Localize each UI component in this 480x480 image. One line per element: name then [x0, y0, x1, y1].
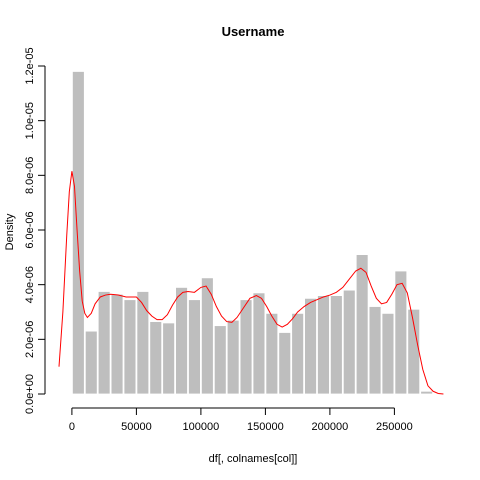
x-tick-label: 50000	[121, 421, 152, 433]
density-curve-layer	[58, 171, 444, 395]
histogram-bar	[381, 312, 395, 395]
histogram-bar	[200, 277, 214, 395]
histogram-bar	[394, 270, 408, 395]
histogram-bar	[97, 291, 111, 395]
histogram-bar	[162, 322, 175, 395]
histogram-bar	[84, 330, 98, 395]
y-tick-label: 0.0e+00	[24, 374, 36, 414]
y-tick-label: 1.2e-05	[24, 47, 36, 84]
histogram-bar	[123, 299, 137, 395]
x-axis: 0 50000 100000 150000 200000 250000	[69, 407, 413, 433]
histogram-bar	[188, 299, 201, 395]
y-tick-label: 4.0e-06	[24, 266, 36, 303]
histogram-bar	[149, 321, 163, 395]
histogram-bar	[329, 295, 343, 395]
histogram-bar	[407, 308, 421, 395]
x-axis-label: df[, colnames[col]]	[209, 453, 298, 465]
histogram-bar	[291, 312, 305, 395]
histogram-bar	[175, 286, 188, 395]
x-tick-label: 150000	[247, 421, 284, 433]
histogram-bar	[317, 295, 330, 395]
x-tick-label: 100000	[183, 421, 220, 433]
histogram-bars	[72, 71, 434, 395]
y-axis: 0.0e+00 2.0e-06 4.0e-06 6.0e-06 8.0e-06 1.0e-…	[24, 47, 46, 414]
y-axis-label: Density	[4, 213, 16, 250]
histogram-bar	[136, 291, 150, 395]
chart-title: Username	[222, 24, 285, 39]
histogram-bar	[304, 297, 317, 395]
y-tick-label: 2.0e-06	[24, 321, 36, 358]
x-tick-label: 250000	[376, 421, 413, 433]
histogram-bar	[420, 390, 434, 395]
histogram-bar	[72, 71, 85, 395]
histogram-bar	[226, 319, 240, 395]
y-tick-label: 8.0e-06	[24, 157, 36, 194]
histogram-bar	[252, 292, 266, 395]
histogram-bar	[213, 325, 227, 395]
y-tick-label: 1.0e-05	[24, 102, 36, 139]
x-tick-label: 200000	[312, 421, 349, 433]
histogram-bar	[239, 299, 253, 395]
y-tick-label: 6.0e-06	[24, 211, 36, 248]
histogram-bar	[265, 312, 279, 395]
histogram-bar	[368, 306, 382, 395]
density-curve-line	[58, 171, 444, 395]
histogram-bar	[278, 332, 292, 395]
histogram-bar	[355, 254, 369, 395]
x-tick-label: 0	[69, 421, 75, 433]
histogram-bar	[342, 289, 356, 395]
histogram-bar	[110, 293, 124, 395]
